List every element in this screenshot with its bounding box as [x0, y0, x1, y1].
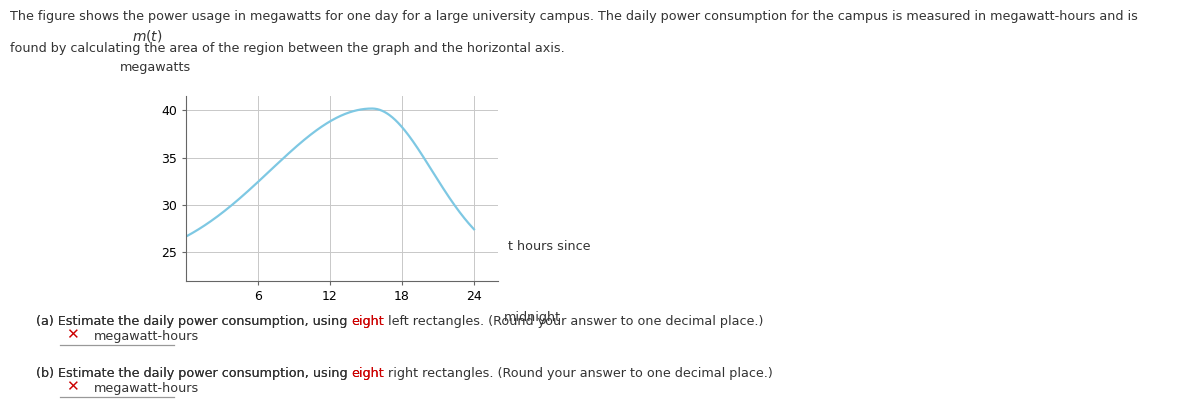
Text: midnight: midnight — [504, 311, 562, 324]
Text: megawatts: megawatts — [120, 61, 191, 74]
Text: $m(t)$: $m(t)$ — [132, 28, 162, 44]
Text: ✕: ✕ — [66, 379, 79, 394]
Text: (a) Estimate the daily power consumption, using: (a) Estimate the daily power consumption… — [36, 315, 352, 328]
Text: right rectangles. (Round your answer to one decimal place.): right rectangles. (Round your answer to … — [384, 367, 773, 380]
Text: (a) Estimate the daily power consumption, using: (a) Estimate the daily power consumption… — [36, 315, 352, 328]
Text: eight: eight — [352, 315, 384, 328]
Text: megawatt-hours: megawatt-hours — [94, 382, 199, 395]
Text: megawatt-hours: megawatt-hours — [94, 330, 199, 343]
Text: left rectangles. (Round your answer to one decimal place.): left rectangles. (Round your answer to o… — [384, 315, 763, 328]
Text: ✕: ✕ — [66, 327, 79, 342]
Text: t hours since: t hours since — [508, 240, 590, 253]
Text: (b) Estimate the daily power consumption, using: (b) Estimate the daily power consumption… — [36, 367, 352, 380]
Text: (b) Estimate the daily power consumption, using: (b) Estimate the daily power consumption… — [36, 367, 352, 380]
Text: The figure shows the power usage in megawatts for one day for a large university: The figure shows the power usage in mega… — [10, 10, 1138, 23]
Text: eight: eight — [352, 315, 384, 328]
Text: eight: eight — [352, 367, 384, 380]
Text: found by calculating the area of the region between the graph and the horizontal: found by calculating the area of the reg… — [10, 42, 564, 55]
Text: eight: eight — [352, 367, 384, 380]
